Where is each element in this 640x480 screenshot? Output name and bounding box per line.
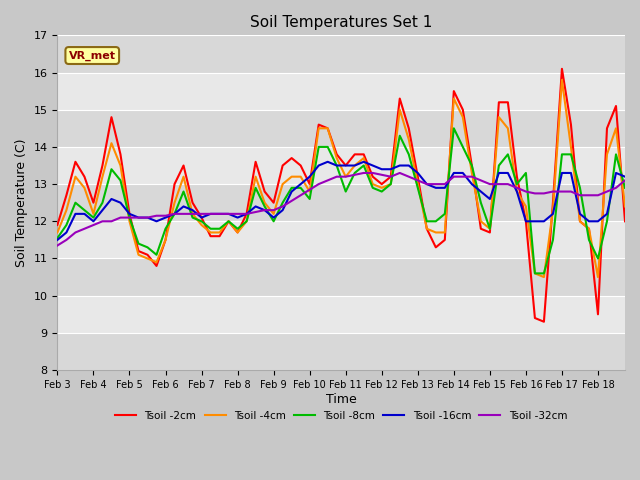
Tsoil -4cm — [540, 274, 548, 280]
Tsoil -8cm — [531, 271, 539, 276]
Tsoil -4cm — [333, 155, 340, 161]
Tsoil -16cm — [125, 211, 133, 217]
Tsoil -4cm — [54, 229, 61, 235]
Line: Tsoil -32cm: Tsoil -32cm — [58, 173, 625, 245]
Tsoil -16cm — [288, 189, 296, 194]
Bar — [58, 259, 625, 296]
Tsoil -8cm — [621, 185, 629, 191]
Tsoil -32cm — [378, 172, 385, 178]
Tsoil -4cm — [423, 226, 431, 232]
Tsoil -16cm — [378, 167, 385, 172]
Tsoil -2cm — [369, 174, 376, 180]
Tsoil -32cm — [288, 198, 296, 204]
Y-axis label: Soil Temperature (C): Soil Temperature (C) — [15, 138, 28, 267]
Tsoil -8cm — [333, 163, 340, 168]
Tsoil -4cm — [558, 77, 566, 83]
Line: Tsoil -8cm: Tsoil -8cm — [58, 128, 625, 274]
Tsoil -2cm — [288, 155, 296, 161]
Tsoil -2cm — [125, 211, 133, 217]
Tsoil -2cm — [333, 152, 340, 157]
Tsoil -16cm — [324, 159, 332, 165]
Text: VR_met: VR_met — [68, 50, 116, 60]
Line: Tsoil -4cm: Tsoil -4cm — [58, 80, 625, 277]
Bar — [58, 184, 625, 221]
Tsoil -2cm — [558, 66, 566, 72]
Tsoil -8cm — [54, 235, 61, 241]
Tsoil -16cm — [423, 181, 431, 187]
Tsoil -2cm — [423, 226, 431, 232]
Tsoil -2cm — [540, 319, 548, 324]
Bar — [58, 72, 625, 110]
Tsoil -32cm — [621, 178, 629, 183]
Tsoil -8cm — [288, 185, 296, 191]
Tsoil -16cm — [54, 237, 61, 243]
Line: Tsoil -16cm: Tsoil -16cm — [58, 162, 625, 240]
Tsoil -32cm — [125, 215, 133, 220]
Bar — [58, 36, 625, 72]
Tsoil -32cm — [423, 181, 431, 187]
Tsoil -16cm — [621, 174, 629, 180]
Line: Tsoil -2cm: Tsoil -2cm — [58, 69, 625, 322]
Bar — [58, 333, 625, 370]
Bar — [58, 296, 625, 333]
Bar — [58, 110, 625, 147]
Tsoil -8cm — [423, 218, 431, 224]
Tsoil -4cm — [125, 218, 133, 224]
Tsoil -8cm — [414, 185, 422, 191]
Title: Soil Temperatures Set 1: Soil Temperatures Set 1 — [250, 15, 433, 30]
Legend: Tsoil -2cm, Tsoil -4cm, Tsoil -8cm, Tsoil -16cm, Tsoil -32cm: Tsoil -2cm, Tsoil -4cm, Tsoil -8cm, Tsoi… — [111, 407, 572, 425]
Tsoil -2cm — [414, 174, 422, 180]
Tsoil -8cm — [125, 215, 133, 220]
X-axis label: Time: Time — [326, 393, 356, 406]
Tsoil -4cm — [414, 181, 422, 187]
Tsoil -16cm — [432, 185, 440, 191]
Bar — [58, 221, 625, 259]
Tsoil -32cm — [333, 174, 340, 180]
Tsoil -2cm — [54, 222, 61, 228]
Tsoil -32cm — [54, 242, 61, 248]
Tsoil -32cm — [360, 170, 367, 176]
Tsoil -32cm — [432, 181, 440, 187]
Tsoil -4cm — [621, 204, 629, 209]
Bar — [58, 147, 625, 184]
Tsoil -8cm — [369, 185, 376, 191]
Tsoil -16cm — [342, 163, 349, 168]
Tsoil -4cm — [288, 174, 296, 180]
Tsoil -8cm — [450, 125, 458, 131]
Tsoil -4cm — [369, 181, 376, 187]
Tsoil -2cm — [621, 218, 629, 224]
